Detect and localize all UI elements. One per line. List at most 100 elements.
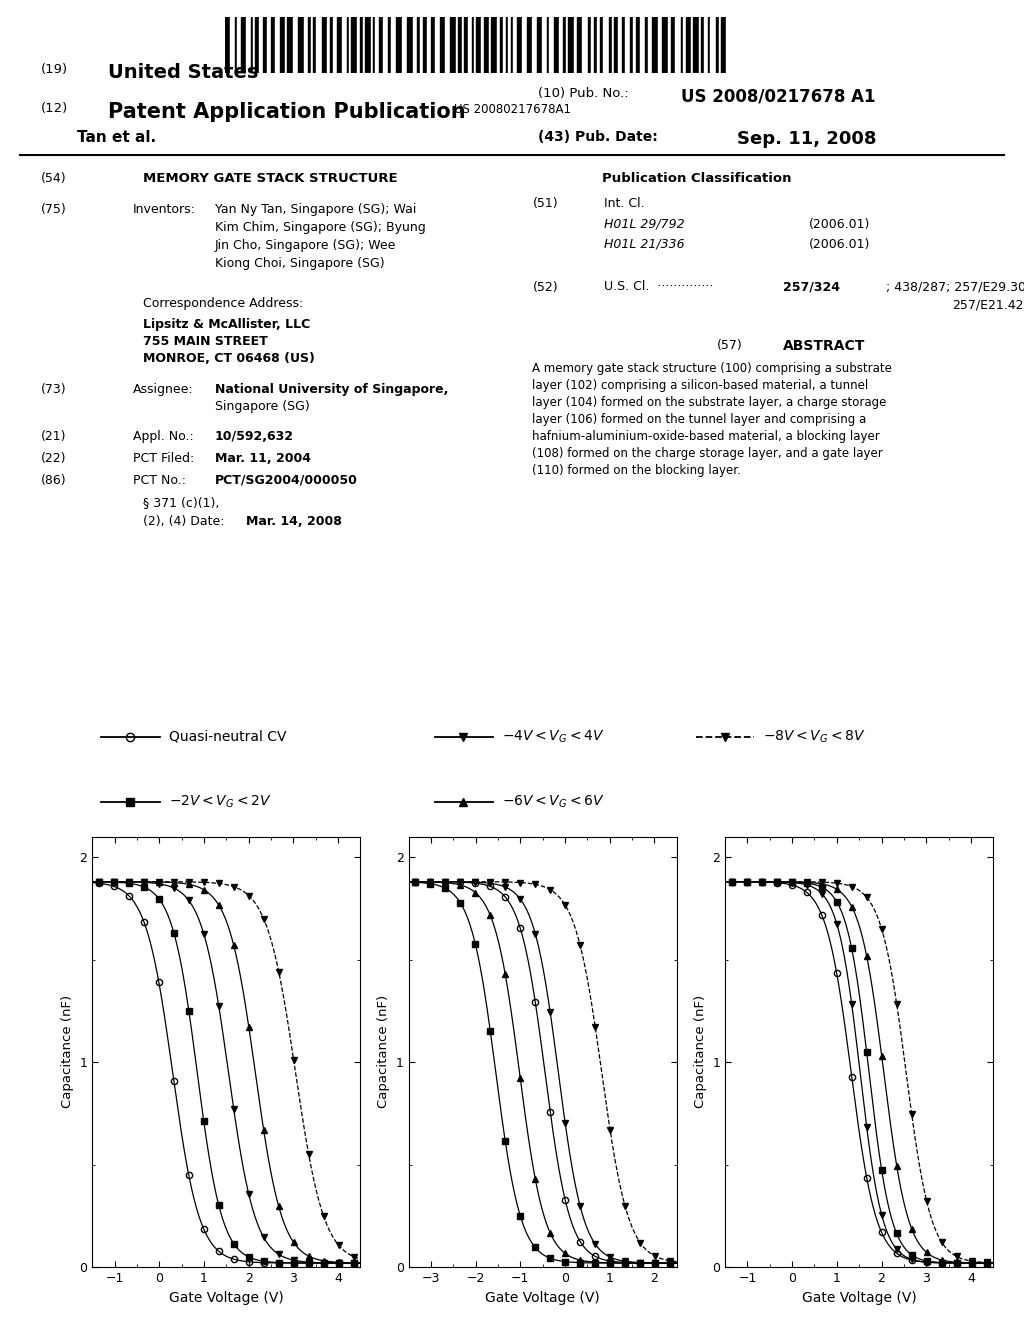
Bar [500, 17, 503, 73]
Bar [577, 17, 583, 73]
Bar [464, 17, 468, 73]
Bar [364, 17, 366, 73]
Text: (22): (22) [41, 453, 67, 465]
Bar [566, 17, 568, 73]
Bar [351, 17, 357, 73]
Text: Assignee:: Assignee: [133, 383, 194, 396]
Text: Patent Application Publication: Patent Application Publication [108, 103, 465, 123]
Bar [360, 17, 364, 73]
Bar [259, 17, 262, 73]
Text: MEMORY GATE STACK STRUCTURE: MEMORY GATE STACK STRUCTURE [143, 172, 398, 185]
Bar [373, 17, 375, 73]
Bar [700, 17, 703, 73]
Bar [618, 17, 622, 73]
Bar [271, 17, 275, 73]
Text: National University of Singapore,: National University of Singapore, [215, 383, 449, 396]
Bar [637, 17, 640, 73]
Text: 10/592,632: 10/592,632 [215, 430, 294, 444]
Text: (54): (54) [41, 172, 67, 185]
Text: Int. Cl.: Int. Cl. [604, 197, 645, 210]
Bar [563, 17, 566, 73]
Text: Mar. 11, 2004: Mar. 11, 2004 [215, 453, 311, 465]
Bar [417, 17, 420, 73]
Text: PCT No.:: PCT No.: [133, 474, 186, 487]
Bar [456, 17, 458, 73]
Bar [383, 17, 387, 73]
Bar [622, 17, 625, 73]
Bar [719, 17, 721, 73]
Text: Yan Ny Tan, Singapore (SG); Wai
Kim Chim, Singapore (SG); Byung
Jin Cho, Singapo: Yan Ny Tan, Singapore (SG); Wai Kim Chim… [215, 203, 426, 271]
Bar [640, 17, 645, 73]
Bar [401, 17, 408, 73]
Bar [542, 17, 547, 73]
Text: 257/324: 257/324 [783, 281, 841, 293]
Bar [387, 17, 391, 73]
Bar [716, 17, 719, 73]
Bar [357, 17, 360, 73]
Bar [614, 17, 618, 73]
Bar [630, 17, 633, 73]
Bar [480, 17, 484, 73]
Bar [568, 17, 573, 73]
Bar [322, 17, 327, 73]
Text: Lipsitz & McAllister, LLC: Lipsitz & McAllister, LLC [143, 318, 310, 331]
Bar [703, 17, 709, 73]
Bar [435, 17, 440, 73]
Bar [681, 17, 683, 73]
Bar [229, 17, 236, 73]
Bar [342, 17, 347, 73]
Text: (75): (75) [41, 203, 67, 216]
Text: (73): (73) [41, 383, 67, 396]
Text: H01L 21/336: H01L 21/336 [604, 238, 685, 251]
Bar [379, 17, 383, 73]
Text: Sep. 11, 2008: Sep. 11, 2008 [737, 131, 877, 148]
Y-axis label: Capacitance (nF): Capacitance (nF) [377, 995, 390, 1109]
Bar [371, 17, 373, 73]
Bar [451, 17, 456, 73]
Bar [594, 17, 597, 73]
Bar [349, 17, 351, 73]
Bar [225, 17, 229, 73]
Bar [311, 17, 313, 73]
Bar [683, 17, 686, 73]
Bar [691, 17, 693, 73]
X-axis label: Gate Voltage (V): Gate Voltage (V) [802, 1291, 916, 1304]
Bar [280, 17, 286, 73]
Bar [440, 17, 444, 73]
Bar [693, 17, 698, 73]
Bar [658, 17, 663, 73]
Text: (19): (19) [41, 63, 68, 75]
Bar [600, 17, 603, 73]
Bar [726, 17, 731, 73]
Y-axis label: Capacitance (nF): Capacitance (nF) [60, 995, 74, 1109]
Text: A memory gate stack structure (100) comprising a substrate
layer (102) comprisin: A memory gate stack structure (100) comp… [532, 362, 892, 477]
Bar [474, 17, 476, 73]
Text: (51): (51) [532, 197, 558, 210]
Text: (2006.01): (2006.01) [809, 238, 870, 251]
Bar [648, 17, 652, 73]
Text: PCT/SG2004/000050: PCT/SG2004/000050 [215, 474, 358, 487]
Text: Tan et al.: Tan et al. [77, 131, 156, 145]
Bar [559, 17, 563, 73]
Bar [255, 17, 259, 73]
Bar [612, 17, 614, 73]
Bar [492, 17, 497, 73]
Bar [591, 17, 594, 73]
Bar [430, 17, 435, 73]
Text: ABSTRACT: ABSTRACT [783, 339, 865, 352]
Bar [588, 17, 591, 73]
Bar [408, 17, 413, 73]
Bar [286, 17, 287, 73]
Text: US 2008/0217678 A1: US 2008/0217678 A1 [681, 87, 876, 106]
Bar [573, 17, 577, 73]
Bar [633, 17, 637, 73]
Text: Correspondence Address:: Correspondence Address: [143, 297, 303, 310]
Text: $-6V<V_G<6V$: $-6V<V_G<6V$ [502, 793, 605, 809]
Text: Publication Classification: Publication Classification [601, 172, 792, 185]
Bar [668, 17, 671, 73]
Bar [511, 17, 513, 73]
Bar [366, 17, 371, 73]
Text: (86): (86) [41, 474, 67, 487]
Bar [423, 17, 427, 73]
Text: (12): (12) [41, 103, 69, 115]
